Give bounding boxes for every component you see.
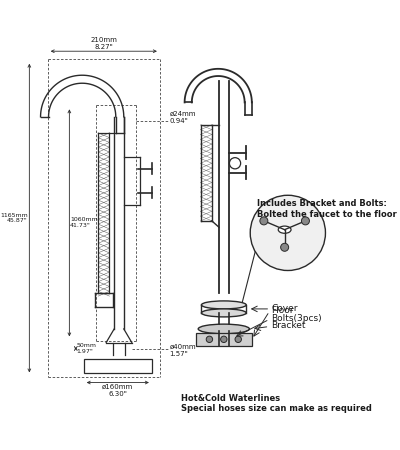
Ellipse shape bbox=[278, 226, 291, 233]
Circle shape bbox=[250, 195, 326, 270]
Text: Floor: Floor bbox=[271, 306, 294, 315]
Text: ø160mm
6.30": ø160mm 6.30" bbox=[102, 384, 134, 397]
Ellipse shape bbox=[198, 324, 250, 334]
Circle shape bbox=[235, 336, 242, 342]
Text: 1165mm
45.87": 1165mm 45.87" bbox=[0, 213, 28, 224]
Text: ø40mm
1.57": ø40mm 1.57" bbox=[170, 344, 196, 357]
Text: Hot&Cold Waterlines
Special hoses size can make as required: Hot&Cold Waterlines Special hoses size c… bbox=[182, 394, 372, 413]
Circle shape bbox=[260, 217, 268, 225]
Circle shape bbox=[281, 243, 289, 251]
Text: 210mm
8.27": 210mm 8.27" bbox=[90, 36, 117, 50]
Text: Bolts(3pcs): Bolts(3pcs) bbox=[271, 314, 322, 323]
Bar bbox=[84, 359, 152, 373]
Text: Bracket: Bracket bbox=[271, 321, 306, 330]
Text: Includes Bracket and Bolts:
Bolted the faucet to the floor: Includes Bracket and Bolts: Bolted the f… bbox=[258, 199, 397, 219]
Ellipse shape bbox=[202, 309, 246, 317]
Circle shape bbox=[221, 336, 227, 342]
Circle shape bbox=[302, 217, 310, 225]
Circle shape bbox=[206, 336, 213, 342]
Ellipse shape bbox=[202, 301, 246, 309]
Text: Cover: Cover bbox=[272, 304, 298, 313]
Text: 1060mm
41.73": 1060mm 41.73" bbox=[70, 217, 98, 228]
Text: 50mm
1.97": 50mm 1.97" bbox=[76, 343, 96, 354]
Bar bbox=[196, 333, 252, 346]
Text: ø24mm
0.94": ø24mm 0.94" bbox=[170, 111, 196, 124]
